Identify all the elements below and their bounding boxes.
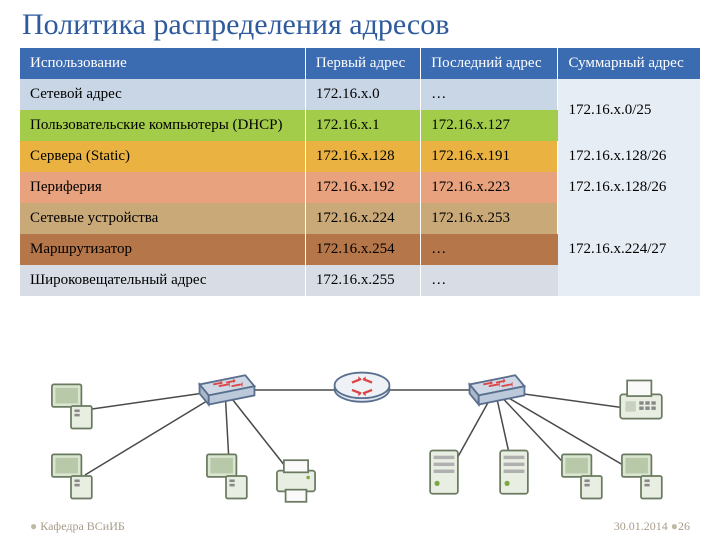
cell-first: 172.16.x.224 [305, 203, 420, 234]
pc-icon [45, 450, 97, 502]
pc-icon [45, 380, 97, 432]
slide-title: Политика распределения адресов [0, 0, 720, 48]
fax-icon [615, 377, 667, 429]
cell-label: Сервера (Static) [20, 141, 305, 172]
cell-last: … [421, 265, 558, 296]
cell-last: 172.16.x.223 [421, 172, 558, 203]
cell-label: Маршрутизатор [20, 234, 305, 265]
cell-last: 172.16.x.191 [421, 141, 558, 172]
address-table: Использование Первый адрес Последний адр… [20, 48, 700, 296]
cell-label: Широковещательный адрес [20, 265, 305, 296]
cell-label: Периферия [20, 172, 305, 203]
cell-label: Сетевой адрес [20, 79, 305, 110]
table-row: Сервера (Static) 172.16.x.128 172.16.x.1… [20, 141, 700, 172]
pc-icon [200, 450, 252, 502]
router-icon [330, 365, 394, 413]
cell-summary: 172.16.x.128/26 [558, 141, 700, 172]
cell-first: 172.16.x.255 [305, 265, 420, 296]
footer-left: ● Кафедра ВСиИБ [30, 519, 125, 534]
col-last: Последний адрес [421, 48, 558, 79]
table-row: Периферия 172.16.x.192 172.16.x.223 172.… [20, 172, 700, 203]
table-header-row: Использование Первый адрес Последний адр… [20, 48, 700, 79]
cell-last: … [421, 79, 558, 110]
footer-right: 30.01.2014 ●26 [614, 519, 690, 534]
col-first: Первый адрес [305, 48, 420, 79]
cell-first: 172.16.x.1 [305, 110, 420, 141]
cell-summary: 172.16.x.224/27 [558, 203, 700, 296]
cell-last: 172.16.x.127 [421, 110, 558, 141]
switch-icon [195, 365, 259, 413]
cell-first: 172.16.x.192 [305, 172, 420, 203]
col-summary: Суммарный адрес [558, 48, 700, 79]
cell-label: Пользовательские компьютеры (DHCP) [20, 110, 305, 141]
switch-icon [465, 365, 529, 413]
cell-first: 172.16.x.254 [305, 234, 420, 265]
cell-summary: 172.16.x.0/25 [558, 79, 700, 141]
server-icon [418, 447, 470, 499]
cell-last: 172.16.x.253 [421, 203, 558, 234]
server-icon [488, 447, 540, 499]
cell-summary: 172.16.x.128/26 [558, 172, 700, 203]
table-row: Сетевые устройства 172.16.x.224 172.16.x… [20, 203, 700, 234]
printer-icon [270, 455, 322, 507]
cell-first: 172.16.x.0 [305, 79, 420, 110]
slide-footer: ● Кафедра ВСиИБ 30.01.2014 ●26 [0, 519, 720, 534]
col-usage: Использование [20, 48, 305, 79]
cell-first: 172.16.x.128 [305, 141, 420, 172]
pc-icon [615, 450, 667, 502]
pc-icon [555, 450, 607, 502]
table-row: Сетевой адрес 172.16.x.0 … 172.16.x.0/25 [20, 79, 700, 110]
network-diagram [0, 365, 720, 505]
cell-last: … [421, 234, 558, 265]
cell-label: Сетевые устройства [20, 203, 305, 234]
